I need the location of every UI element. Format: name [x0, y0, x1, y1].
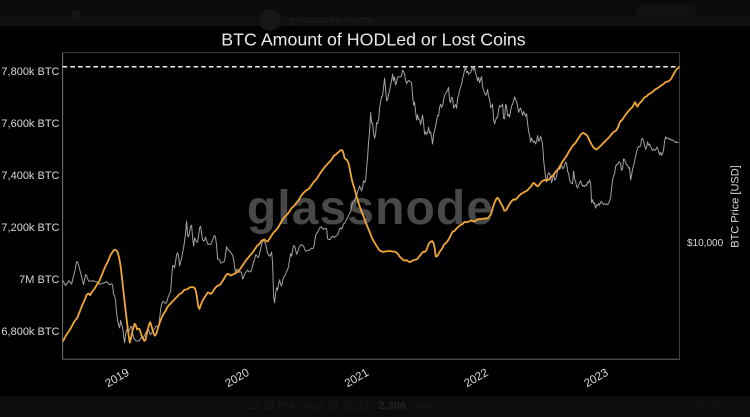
- svg-text:7,200k BTC: 7,200k BTC: [1, 222, 59, 234]
- svg-text:7,800k BTC: 7,800k BTC: [1, 66, 59, 78]
- svg-text:BTC Amount of HODLed or Lost C: BTC Amount of HODLed or Lost Coins: [221, 30, 525, 50]
- svg-text:$10,000: $10,000: [687, 238, 724, 249]
- svg-text:glassnode alerts: glassnode alerts: [289, 14, 372, 26]
- svg-text:12:10 PM · Aug 16, 2023 · 2,30: 12:10 PM · Aug 16, 2023 · 2,306 Views: [247, 400, 439, 412]
- svg-text:BTC Price [USD]: BTC Price [USD]: [730, 165, 742, 248]
- svg-text:glassnode: glassnode: [247, 182, 494, 235]
- svg-text:SAUA: SAUA: [695, 399, 721, 409]
- svg-text:7M BTC: 7M BTC: [19, 274, 59, 286]
- svg-text:7,600k BTC: 7,600k BTC: [1, 118, 59, 130]
- svg-text:6,800k BTC: 6,800k BTC: [1, 326, 59, 338]
- svg-text:7,400k BTC: 7,400k BTC: [1, 170, 59, 182]
